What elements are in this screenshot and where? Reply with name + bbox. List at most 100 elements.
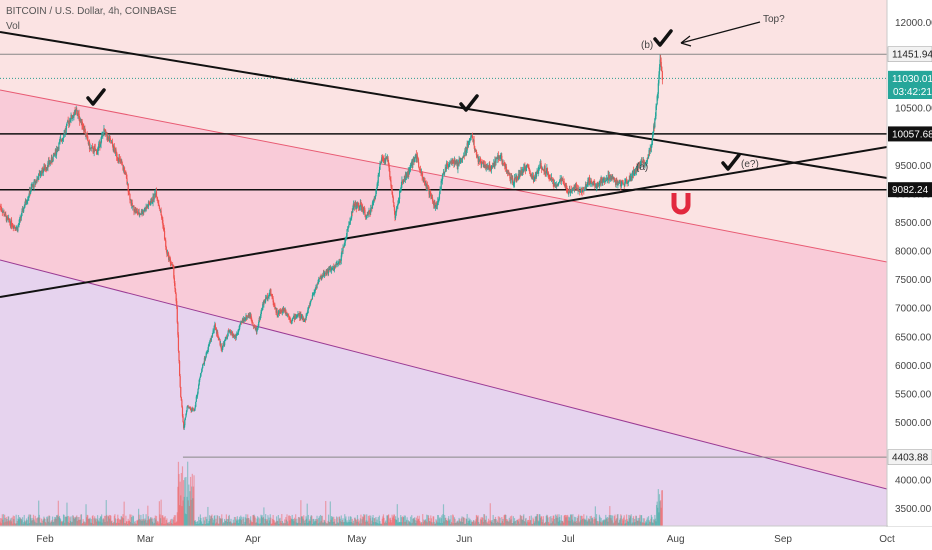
volume-bar: [623, 515, 625, 526]
volume-bar: [638, 520, 640, 526]
volume-bar: [482, 521, 484, 526]
volume-bar: [575, 517, 577, 526]
volume-bar: [403, 515, 405, 526]
volume-bar: [530, 515, 532, 526]
volume-bar: [148, 519, 150, 526]
volume-bar: [194, 520, 196, 526]
volume-bar: [595, 514, 598, 526]
volume-bar: [593, 516, 595, 526]
volume-bar: [162, 515, 164, 526]
candle-body: [279, 310, 281, 314]
volume-bar: [140, 514, 142, 526]
candle-body: [124, 170, 126, 174]
price-tag-label: 9082.24: [892, 185, 929, 196]
candle-body: [602, 179, 605, 180]
volume-bar: [444, 517, 446, 526]
volume-bar: [585, 520, 587, 526]
candle-body: [339, 260, 341, 263]
volume-bar: [35, 518, 37, 526]
volume-bar: [80, 514, 83, 526]
volume-bar: [351, 518, 353, 526]
volume-bar: [505, 519, 508, 526]
volume-bar: [472, 521, 474, 526]
volume-bar: [160, 499, 162, 526]
candle-body: [436, 204, 438, 209]
volume-bar: [176, 512, 178, 526]
volume-bar: [217, 515, 219, 526]
candle-body: [542, 169, 545, 171]
volume-bar: [525, 517, 527, 526]
volume-bar: [539, 514, 541, 526]
volume-bar: [40, 522, 42, 526]
volume-bar: [308, 519, 311, 526]
candle-body: [254, 326, 256, 329]
candle-body: [178, 360, 181, 377]
volume-bar: [217, 523, 219, 526]
volume-bar: [241, 523, 244, 526]
volume-bar: [177, 461, 180, 526]
volume-bar: [437, 515, 439, 526]
volume-bar: [580, 519, 582, 526]
volume-bar: [426, 522, 428, 526]
volume-bar: [279, 517, 281, 526]
volume-bar: [441, 522, 443, 526]
volume-bar: [23, 522, 25, 526]
volume-bar: [173, 517, 175, 526]
volume-bar: [215, 518, 217, 526]
candle-body: [441, 180, 443, 182]
volume-bar: [530, 520, 532, 526]
candle-body: [371, 202, 374, 209]
volume-bar: [472, 520, 475, 526]
time-axis[interactable]: Feb Mar Apr May Jun Jul Aug Sep Oct: [36, 534, 895, 545]
volume-bar: [173, 515, 175, 526]
candle-body: [58, 143, 60, 150]
candle-body: [505, 166, 508, 172]
volume-bar: [105, 500, 107, 526]
volume-bar: [60, 519, 62, 526]
volume-bar: [629, 515, 631, 526]
volume-bar: [151, 517, 153, 526]
volume-bar: [414, 517, 416, 526]
candle-body: [367, 213, 369, 216]
volume-bar: [49, 516, 51, 526]
candle-body: [494, 160, 496, 167]
candle-body: [158, 203, 160, 206]
volume-bar: [101, 522, 103, 526]
volume-bar: [5, 517, 7, 526]
candle-body: [6, 216, 8, 221]
candle-body: [163, 230, 166, 240]
candle-body: [323, 273, 326, 276]
volume-bar: [90, 519, 92, 526]
candle-body: [503, 164, 505, 166]
volume-bar: [485, 515, 487, 526]
candle-body: [289, 317, 291, 320]
volume-bar: [239, 516, 241, 526]
volume-bar: [246, 518, 248, 526]
volume-bar: [318, 516, 320, 526]
volume-bar: [433, 521, 435, 526]
volume-bar: [576, 522, 578, 526]
volume-bar: [7, 516, 9, 526]
candle-body: [438, 193, 441, 199]
volume-bar: [331, 517, 333, 526]
volume-bar: [373, 518, 375, 526]
volume-bar: [419, 523, 422, 526]
candle-body: [222, 344, 224, 349]
candle-body: [538, 168, 540, 170]
volume-bar: [396, 519, 398, 526]
candle-body: [514, 177, 516, 179]
candle-body: [414, 155, 416, 159]
volume-bar: [606, 518, 608, 526]
candle-body: [251, 320, 253, 323]
candle-body: [501, 155, 503, 161]
annotation-e: (e?): [741, 159, 759, 170]
countdown-text: 03:42:21: [893, 87, 932, 98]
volume-bar: [13, 516, 16, 526]
volume-bar: [455, 522, 457, 526]
volume-bar: [640, 515, 643, 526]
volume-bar: [58, 516, 60, 526]
x-tick-label: Apr: [245, 534, 261, 545]
volume-bar: [255, 522, 257, 526]
candle-body: [36, 178, 38, 182]
